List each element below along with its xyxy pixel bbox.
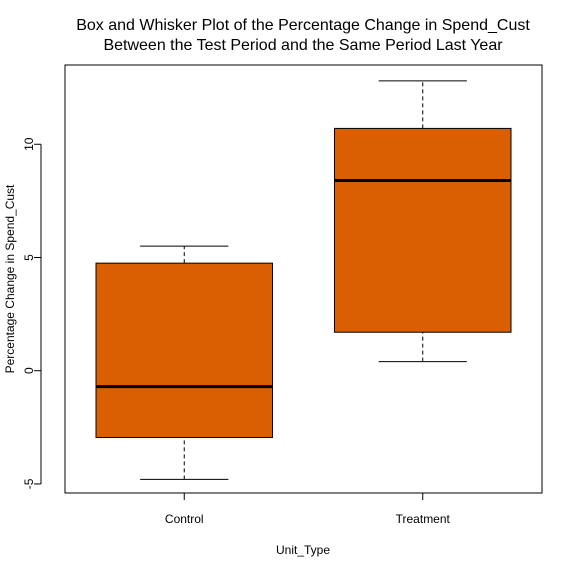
- iqr-box: [334, 127, 512, 333]
- y-tick-label: 0: [22, 367, 36, 374]
- y-tick-label: -5: [22, 478, 36, 489]
- y-axis: -5 0 5 10: [22, 137, 42, 489]
- box-treatment: [334, 80, 512, 363]
- x-tick-label: Treatment: [396, 512, 451, 526]
- iqr-box: [95, 262, 273, 439]
- x-axis-label: Unit_Type: [276, 543, 330, 557]
- y-tick-label: 5: [22, 254, 36, 261]
- chart-title-line-1: Box and Whisker Plot of the Percentage C…: [76, 17, 530, 34]
- y-tick-label: 10: [22, 137, 36, 151]
- boxes-layer: [95, 80, 512, 480]
- x-axis: Control Treatment: [165, 492, 451, 526]
- x-tick-label: Control: [165, 512, 204, 526]
- y-axis-label: Percentage Change in Spend_Cust: [3, 184, 17, 373]
- box-control: [95, 245, 273, 480]
- chart-title-line-2: Between the Test Period and the Same Per…: [103, 37, 503, 54]
